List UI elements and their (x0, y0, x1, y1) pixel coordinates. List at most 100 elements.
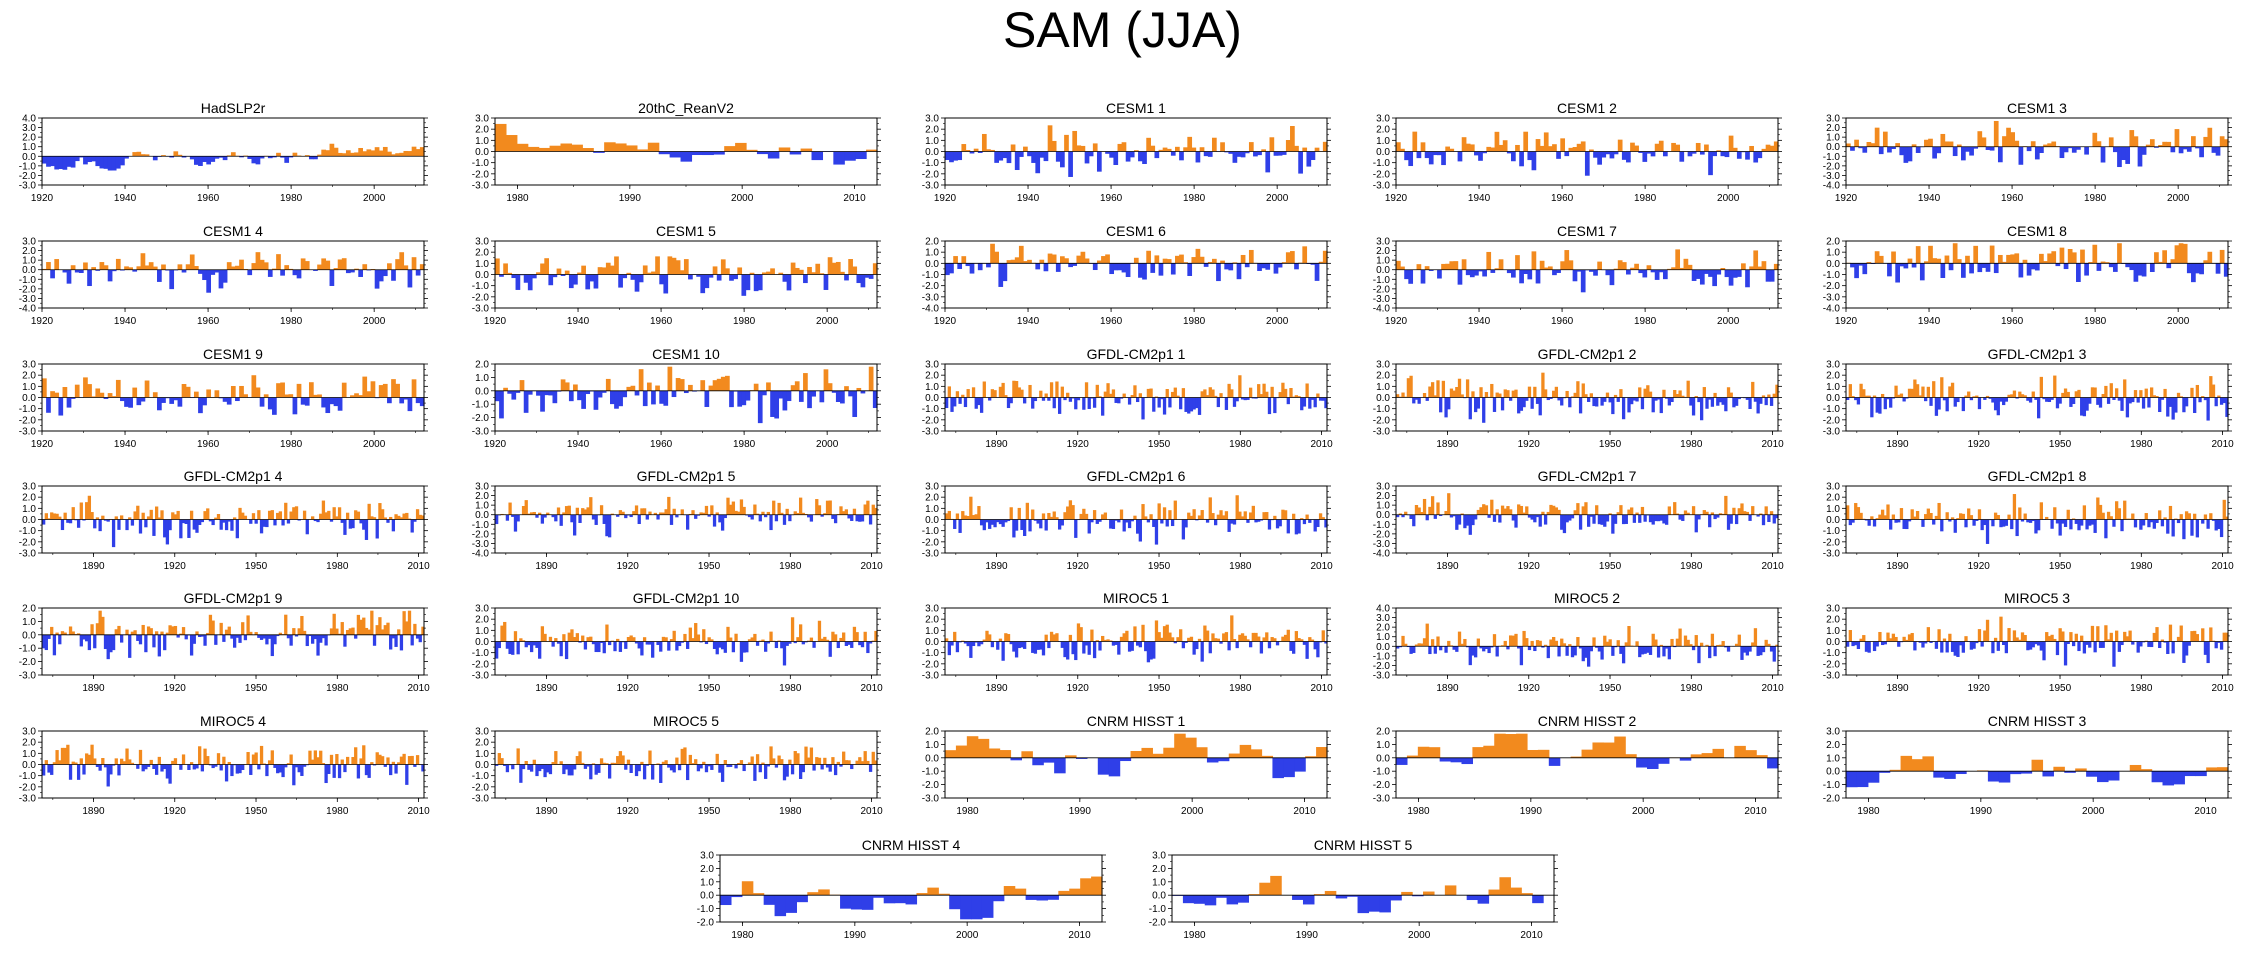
x-tick-label: 1890 (82, 561, 105, 572)
data-bar (998, 152, 1003, 161)
data-bar (1294, 146, 1299, 152)
data-bar (554, 751, 557, 764)
data-bar (1527, 152, 1532, 161)
y-tick-label: 0.0 (925, 753, 939, 764)
y-tick-label: 3.0 (1826, 360, 1840, 371)
data-bar (1584, 394, 1587, 397)
data-bar (573, 384, 578, 390)
data-bar (1179, 398, 1182, 410)
y-tick-label: 0.0 (475, 270, 489, 281)
data-bar (2142, 520, 2145, 526)
data-bar (330, 144, 335, 157)
data-bar (325, 150, 330, 156)
x-tick-label: 2010 (2211, 561, 2234, 572)
y-tick-label: 2.0 (475, 125, 489, 136)
data-bar (1021, 751, 1033, 758)
y-tick-label: -4.0 (922, 304, 940, 315)
data-bar (1695, 635, 1698, 646)
data-bar (788, 515, 791, 521)
data-bar (1547, 646, 1550, 658)
data-bar (2175, 129, 2180, 147)
data-bar (689, 755, 692, 765)
data-bar (1544, 515, 1547, 525)
data-bar (1171, 263, 1176, 274)
data-bar (1871, 143, 1876, 147)
data-bar (983, 382, 986, 398)
data-bar (780, 759, 783, 764)
data-bar (2188, 513, 2191, 519)
data-bar (589, 637, 592, 642)
data-bar (325, 261, 330, 270)
y-tick-label: 0.0 (1826, 767, 1840, 778)
data-bar (643, 637, 646, 641)
y-tick-label: -1.0 (472, 281, 490, 292)
data-bar (365, 520, 368, 540)
data-bar (249, 765, 252, 775)
data-bar (511, 391, 516, 400)
data-bar (803, 373, 808, 391)
data-bar (1737, 270, 1742, 277)
data-bar (1932, 381, 1935, 397)
y-tick-label: -4.0 (1373, 304, 1391, 315)
data-bar (95, 388, 100, 397)
data-bar (1039, 520, 1042, 529)
data-bar (702, 762, 705, 765)
data-bar (1066, 642, 1069, 660)
data-bar (1042, 642, 1045, 656)
data-bar (1997, 515, 2000, 519)
data-bar (1982, 263, 1987, 268)
data-bar (2150, 263, 2155, 272)
data-bar (1190, 637, 1193, 642)
data-bar (2019, 263, 2024, 277)
data-bar (376, 520, 379, 539)
data-bar (317, 394, 322, 397)
data-bar (1981, 642, 1984, 647)
data-bar (1490, 148, 1495, 152)
data-bar (1571, 515, 1574, 519)
data-bar (1895, 263, 1900, 282)
data-bar (98, 520, 101, 532)
data-bar (1236, 398, 1239, 402)
data-bar (71, 156, 76, 167)
x-tick-label: 2000 (363, 316, 386, 327)
data-bar (1273, 638, 1276, 641)
y-tick-label: 3.0 (1826, 604, 1840, 615)
data-bar (538, 642, 541, 659)
data-bar (338, 507, 341, 519)
data-bar (2172, 642, 2175, 654)
data-bar (1735, 515, 1738, 524)
data-bar (520, 380, 525, 391)
data-bar (1047, 642, 1050, 649)
data-bar (173, 151, 178, 156)
data-bar (1011, 260, 1016, 264)
data-bar (301, 398, 306, 405)
data-bar (1015, 152, 1020, 171)
y-tick-label: -3.0 (1373, 794, 1391, 805)
data-bar (1023, 520, 1026, 537)
y-tick-label: -1.0 (922, 526, 940, 537)
data-bar (1471, 391, 1474, 397)
y-tick-label: 3.0 (925, 114, 939, 125)
data-bar (366, 149, 371, 156)
x-tick-label: 2010 (860, 806, 883, 817)
x-tick-label: 1920 (31, 439, 54, 450)
y-tick-label: -4.0 (1823, 304, 1841, 315)
data-bar (1418, 398, 1421, 404)
data-bar (2188, 642, 2191, 646)
data-bar (1916, 246, 1921, 263)
data-bar (1149, 389, 1152, 398)
data-bar (1593, 270, 1598, 276)
data-bar (1997, 642, 2000, 651)
x-tick-label: 1990 (619, 193, 642, 204)
data-bar (1770, 270, 1775, 282)
data-bar (1647, 758, 1659, 769)
data-bar (1875, 251, 1880, 263)
data-bar (957, 152, 962, 161)
data-bar (1746, 512, 1749, 515)
data-bar (2010, 254, 2015, 263)
data-bar (1634, 146, 1639, 152)
data-bar (569, 275, 574, 289)
data-bar (1557, 510, 1560, 515)
data-bar (2035, 263, 2040, 270)
